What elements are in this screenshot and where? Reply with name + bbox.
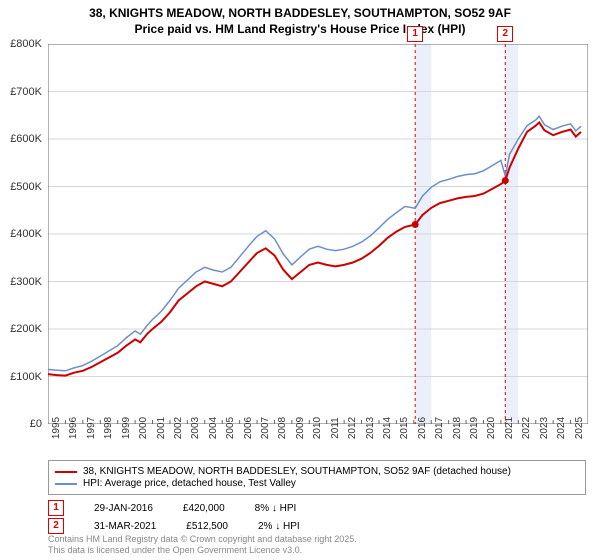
sale-date-2: 31-MAR-2021 (94, 521, 156, 532)
chart-marker-2: 2 (497, 26, 513, 42)
x-tick-label: 1997 (86, 417, 97, 439)
legend-row-hpi: HPI: Average price, detached house, Test… (55, 478, 579, 489)
x-tick-label: 2018 (452, 417, 463, 439)
x-tick-label: 2001 (156, 417, 167, 439)
x-tick-label: 2002 (173, 417, 184, 439)
legend-label-hpi: HPI: Average price, detached house, Test… (83, 478, 296, 489)
chart-container: 38, KNIGHTS MEADOW, NORTH BADDESLEY, SOU… (0, 0, 600, 560)
y-tick-label: £100K (10, 371, 42, 383)
x-tick-label: 1995 (51, 417, 62, 439)
x-tick-label: 2010 (312, 417, 323, 439)
footer-text: Contains HM Land Registry data © Crown c… (48, 534, 357, 556)
x-tick-label: 2006 (243, 417, 254, 439)
sale-row-2: 2 31-MAR-2021 £512,500 2% ↓ HPI (48, 518, 300, 534)
y-tick-label: £200K (10, 323, 42, 335)
x-tick-label: 2022 (521, 417, 532, 439)
x-tick-label: 2014 (382, 417, 393, 439)
y-tick-label: £500K (10, 181, 42, 193)
x-tick-label: 2011 (330, 417, 341, 439)
x-tick-label: 2017 (434, 417, 445, 439)
x-tick-label: 1998 (103, 417, 114, 439)
x-tick-label: 2024 (556, 417, 567, 439)
footer-line-1: Contains HM Land Registry data © Crown c… (48, 534, 357, 544)
x-tick-label: 1999 (121, 417, 132, 439)
x-tick-label: 2004 (208, 417, 219, 439)
legend-row-property: 38, KNIGHTS MEADOW, NORTH BADDESLEY, SOU… (55, 466, 579, 477)
x-tick-label: 2025 (574, 417, 585, 439)
x-tick-label: 2013 (365, 417, 376, 439)
chart-marker-1: 1 (407, 26, 423, 42)
legend-label-property: 38, KNIGHTS MEADOW, NORTH BADDESLEY, SOU… (83, 466, 511, 477)
x-tick-label: 2003 (190, 417, 201, 439)
x-tick-label: 2015 (399, 417, 410, 439)
title-line-1: 38, KNIGHTS MEADOW, NORTH BADDESLEY, SOU… (89, 6, 511, 20)
x-tick-label: 2009 (295, 417, 306, 439)
y-tick-label: £600K (10, 133, 42, 145)
sale-marker-1: 1 (48, 500, 64, 516)
legend-swatch-hpi (55, 483, 77, 485)
x-tick-label: 2008 (277, 417, 288, 439)
sale-price-1: £420,000 (183, 503, 225, 514)
footer-line-2: This data is licensed under the Open Gov… (48, 545, 302, 555)
sale-marker-2: 2 (48, 518, 64, 534)
sale-date-1: 29-JAN-2016 (94, 503, 153, 514)
sale-delta-2: 2% ↓ HPI (258, 521, 300, 532)
x-tick-label: 1996 (68, 417, 79, 439)
legend-box: 38, KNIGHTS MEADOW, NORTH BADDESLEY, SOU… (48, 460, 586, 495)
sale-price-2: £512,500 (186, 521, 228, 532)
legend-swatch-property (55, 471, 77, 473)
x-tick-label: 2000 (138, 417, 149, 439)
y-tick-label: £700K (10, 86, 42, 98)
x-tick-label: 2019 (469, 417, 480, 439)
plot-svg (48, 44, 588, 424)
y-tick-label: £800K (10, 38, 42, 50)
x-tick-label: 2005 (225, 417, 236, 439)
y-tick-label: £400K (10, 228, 42, 240)
y-tick-label: £0 (30, 418, 42, 430)
x-tick-label: 2012 (347, 417, 358, 439)
x-tick-label: 2020 (486, 417, 497, 439)
sale-row-1: 1 29-JAN-2016 £420,000 8% ↓ HPI (48, 500, 296, 516)
x-tick-label: 2016 (417, 417, 428, 439)
x-tick-label: 2023 (539, 417, 550, 439)
x-tick-label: 2021 (504, 417, 515, 439)
y-tick-label: £300K (10, 276, 42, 288)
plot-area: £0£100K£200K£300K£400K£500K£600K£700K£80… (48, 44, 588, 424)
sale-delta-1: 8% ↓ HPI (255, 503, 297, 514)
x-tick-label: 2007 (260, 417, 271, 439)
